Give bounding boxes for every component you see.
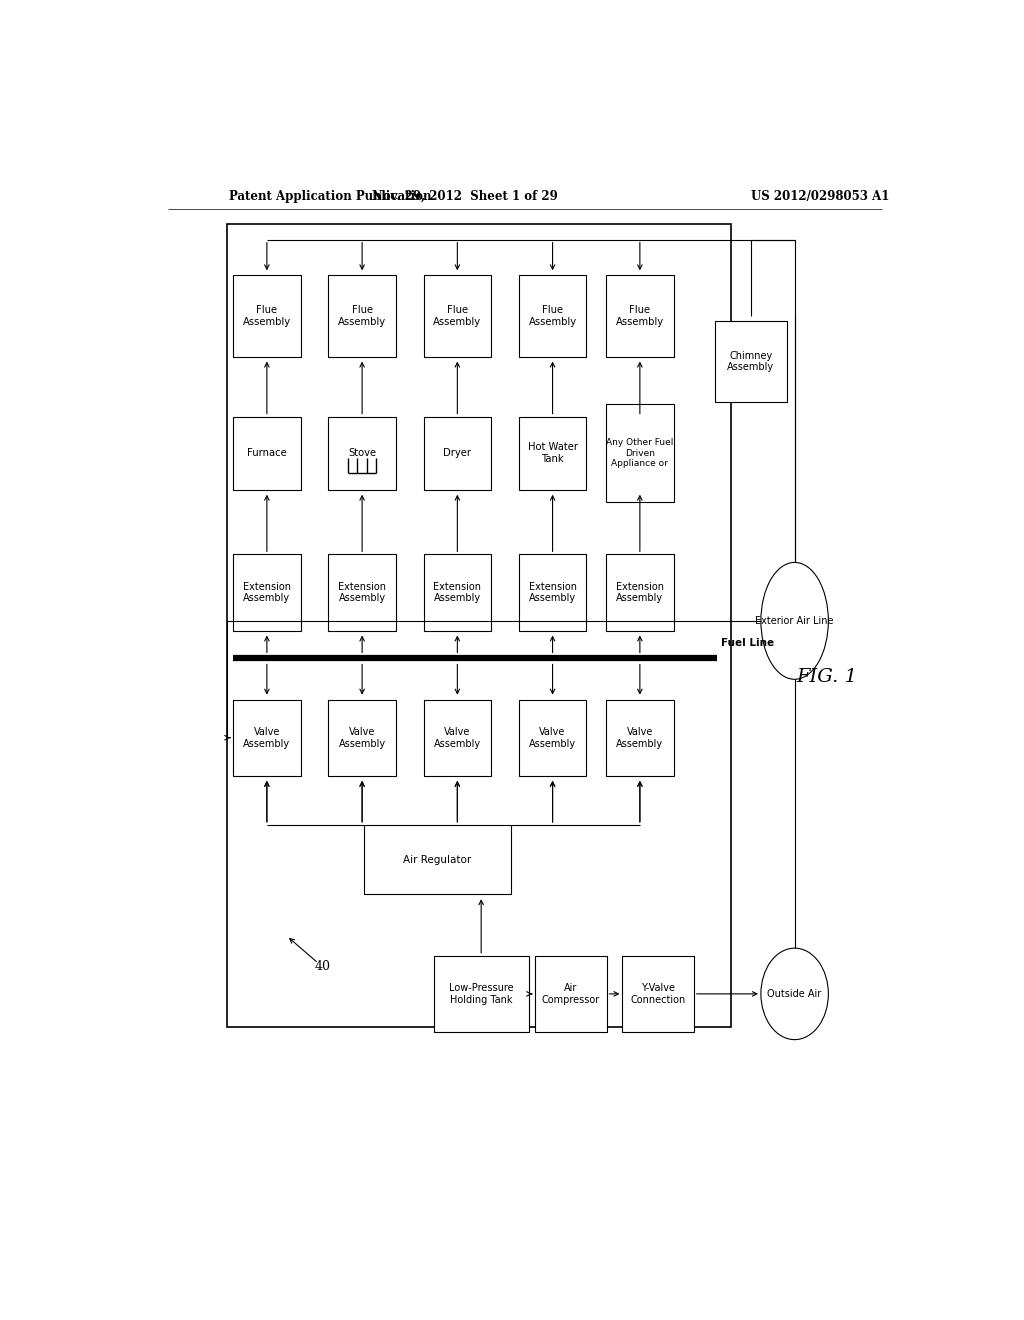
Text: Extension
Assembly: Extension Assembly <box>615 582 664 603</box>
Bar <box>519 276 587 356</box>
Text: Chimney
Assembly: Chimney Assembly <box>727 351 774 372</box>
Text: 40: 40 <box>314 960 331 973</box>
Bar <box>233 554 301 631</box>
Bar <box>329 700 396 776</box>
Bar <box>715 321 786 403</box>
Bar <box>329 276 396 356</box>
Bar <box>233 417 301 490</box>
Text: Nov. 29, 2012  Sheet 1 of 29: Nov. 29, 2012 Sheet 1 of 29 <box>373 190 558 202</box>
Bar <box>227 224 731 1027</box>
Text: Low-Pressure
Holding Tank: Low-Pressure Holding Tank <box>449 983 513 1005</box>
Text: Exterior Air Line: Exterior Air Line <box>756 616 834 626</box>
Text: Flue
Assembly: Flue Assembly <box>338 305 386 327</box>
Bar <box>606 554 674 631</box>
Bar <box>519 554 587 631</box>
Bar <box>606 276 674 356</box>
Text: FIG. 1: FIG. 1 <box>796 668 857 686</box>
Bar <box>536 956 606 1032</box>
Bar <box>623 956 694 1032</box>
Bar <box>365 825 511 894</box>
Text: Stove: Stove <box>348 449 376 458</box>
Text: Patent Application Publication: Patent Application Publication <box>228 190 431 202</box>
Text: Valve
Assembly: Valve Assembly <box>529 727 577 748</box>
Text: Extension
Assembly: Extension Assembly <box>243 582 291 603</box>
Text: Flue
Assembly: Flue Assembly <box>243 305 291 327</box>
Bar <box>424 700 492 776</box>
Bar <box>424 554 492 631</box>
Text: Air Regulator: Air Regulator <box>403 855 472 865</box>
Ellipse shape <box>761 562 828 680</box>
Bar <box>519 417 587 490</box>
Text: Dryer: Dryer <box>443 449 471 458</box>
Text: Fuel Line: Fuel Line <box>721 639 774 648</box>
Bar <box>424 417 492 490</box>
Text: Extension
Assembly: Extension Assembly <box>528 582 577 603</box>
Text: Flue
Assembly: Flue Assembly <box>615 305 664 327</box>
Bar <box>433 956 528 1032</box>
Bar <box>329 554 396 631</box>
Text: Furnace: Furnace <box>247 449 287 458</box>
Bar <box>329 417 396 490</box>
Bar <box>233 276 301 356</box>
Text: Extension
Assembly: Extension Assembly <box>338 582 386 603</box>
Text: Air
Compressor: Air Compressor <box>542 983 600 1005</box>
Text: US 2012/0298053 A1: US 2012/0298053 A1 <box>752 190 890 202</box>
Text: Any Other Fuel
Driven
Appliance or: Any Other Fuel Driven Appliance or <box>606 438 674 469</box>
Bar <box>606 404 674 503</box>
Text: Flue
Assembly: Flue Assembly <box>433 305 481 327</box>
Text: Extension
Assembly: Extension Assembly <box>433 582 481 603</box>
Ellipse shape <box>761 948 828 1040</box>
Text: Valve
Assembly: Valve Assembly <box>616 727 664 748</box>
Text: Flue
Assembly: Flue Assembly <box>528 305 577 327</box>
Text: Valve
Assembly: Valve Assembly <box>339 727 386 748</box>
Bar <box>424 276 492 356</box>
Text: Valve
Assembly: Valve Assembly <box>434 727 481 748</box>
Bar <box>519 700 587 776</box>
Text: Valve
Assembly: Valve Assembly <box>244 727 291 748</box>
Text: Y-Valve
Connection: Y-Valve Connection <box>631 983 686 1005</box>
Text: Outside Air: Outside Air <box>768 989 821 999</box>
Bar <box>233 700 301 776</box>
Bar <box>606 700 674 776</box>
Text: Hot Water
Tank: Hot Water Tank <box>527 442 578 463</box>
